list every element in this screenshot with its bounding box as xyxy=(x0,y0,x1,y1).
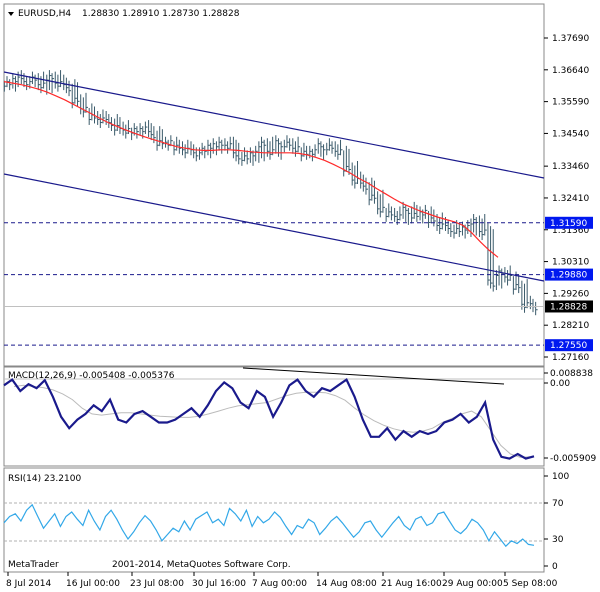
time-tick-label: 30 Jul 16:00 xyxy=(192,579,246,589)
macd-tick-label: 0.008838 xyxy=(550,369,593,379)
rsi-line xyxy=(3,503,535,548)
level-badge xyxy=(545,339,593,352)
collapse-triangle-icon[interactable] xyxy=(8,12,14,16)
time-axis[interactable]: 8 Jul 2014 16 Jul 00:00 23 Jul 08:00 30 Jul… xyxy=(6,572,558,589)
price-tick-label: 1.36640 xyxy=(552,66,589,76)
macd-tick-label: -0.005909 xyxy=(550,454,596,464)
current-price-label: 1.28828 xyxy=(550,302,587,312)
rsi-tick-label: 70 xyxy=(552,499,564,509)
price-tick-label: 1.37690 xyxy=(552,34,589,44)
time-tick-label: 16 Jul 00:00 xyxy=(66,579,120,589)
current-price-badge xyxy=(545,300,593,313)
price-tick-label: 1.27160 xyxy=(552,353,589,363)
macd-panel[interactable]: MACD(12,26,9) -0.005408 -0.005376 0.0088… xyxy=(3,366,596,467)
time-tick-label: 21 Aug 16:00 xyxy=(381,579,442,589)
time-tick-label: 14 Aug 08:00 xyxy=(316,579,377,589)
horizontal-levels xyxy=(4,222,544,346)
level-badge-label: 1.27550 xyxy=(550,341,587,351)
channel-upper-line[interactable] xyxy=(3,71,545,179)
rsi-tick-label: 30 xyxy=(552,535,564,545)
macd-main-line xyxy=(3,377,535,460)
rsi-title: RSI(14) 23.2100 xyxy=(8,474,81,484)
ohlc-values: 1.28830 1.28910 1.28730 1.28828 xyxy=(82,9,240,19)
price-axis[interactable]: 1.37690 1.36640 1.35590 1.34540 1.33460 1.324… xyxy=(544,34,589,363)
macd-tick-label: 0.00 xyxy=(550,379,570,389)
rsi-panel[interactable]: RSI(14) 23.2100 100 70 30 0 MetaTrader 2001… xyxy=(3,467,569,573)
level-badge xyxy=(545,268,593,281)
platform-label: MetaTrader xyxy=(8,560,59,570)
copyright-label: 2001-2014, MetaQuotes Software Corp. xyxy=(112,560,291,570)
level-badge-label: 1.31590 xyxy=(550,219,587,229)
level-badge-label: 1.29880 xyxy=(550,271,587,281)
price-tick-label: 1.33460 xyxy=(552,162,589,172)
channel-lower-line[interactable] xyxy=(3,173,545,282)
rsi-tick-label: 0 xyxy=(552,562,558,572)
price-level-badges: 1.31590 1.29880 1.27550 1.28828 xyxy=(545,216,593,352)
level-badge xyxy=(545,216,593,229)
moving-average-line xyxy=(3,81,499,258)
symbol-label: EURUSD,H4 xyxy=(18,9,71,19)
macd-divergence-line[interactable] xyxy=(242,367,505,385)
time-tick-label: 5 Sep 08:00 xyxy=(503,579,558,589)
price-tick-label: 1.35590 xyxy=(552,98,589,108)
rsi-tick-label: 100 xyxy=(552,472,569,482)
price-tick-label: 1.30310 xyxy=(552,258,589,268)
price-tick-label: 1.28210 xyxy=(552,321,589,331)
price-tick-label: 1.31360 xyxy=(552,226,589,236)
rsi-axis: 100 70 30 0 xyxy=(544,472,569,572)
price-tick-label: 1.32410 xyxy=(552,194,589,204)
time-tick-label: 29 Aug 00:00 xyxy=(442,579,503,589)
price-tick-label: 1.34540 xyxy=(552,129,589,139)
price-panel[interactable]: EURUSD,H4 1.28830 1.28910 1.28730 1.2882… xyxy=(3,3,593,367)
price-tick-label: 1.29260 xyxy=(552,289,589,299)
time-tick-label: 23 Jul 08:00 xyxy=(130,579,184,589)
macd-title: MACD(12,26,9) -0.005408 -0.005376 xyxy=(8,371,175,381)
time-tick-label: 7 Aug 00:00 xyxy=(252,579,307,589)
time-tick-label: 8 Jul 2014 xyxy=(6,579,51,589)
price-bars xyxy=(3,70,538,316)
